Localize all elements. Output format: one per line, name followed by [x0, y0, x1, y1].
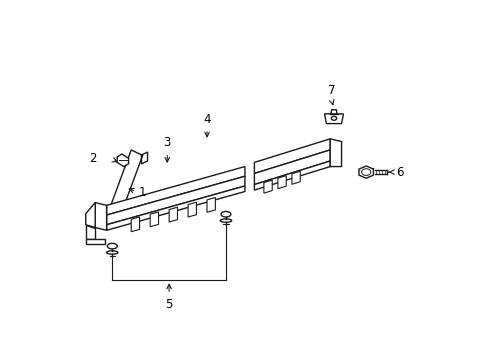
Polygon shape: [277, 176, 285, 189]
Polygon shape: [95, 203, 106, 230]
Polygon shape: [85, 239, 104, 244]
Polygon shape: [254, 150, 329, 185]
Polygon shape: [106, 167, 244, 215]
Text: 6: 6: [396, 166, 403, 179]
Polygon shape: [131, 217, 139, 232]
Polygon shape: [254, 161, 329, 190]
Polygon shape: [206, 198, 215, 212]
Polygon shape: [329, 139, 341, 167]
Text: 5: 5: [165, 298, 172, 311]
Polygon shape: [150, 212, 158, 227]
Text: 1: 1: [139, 186, 146, 199]
Text: 3: 3: [163, 136, 171, 149]
Text: 2: 2: [89, 152, 97, 165]
Polygon shape: [254, 139, 329, 174]
Text: 7: 7: [327, 84, 335, 97]
Polygon shape: [117, 154, 128, 167]
Polygon shape: [264, 180, 272, 193]
Polygon shape: [291, 171, 300, 184]
Polygon shape: [106, 176, 244, 225]
Polygon shape: [106, 186, 244, 230]
Polygon shape: [330, 110, 336, 114]
Polygon shape: [169, 207, 177, 222]
Polygon shape: [324, 114, 343, 123]
Polygon shape: [85, 225, 95, 239]
Text: 4: 4: [203, 113, 210, 126]
Polygon shape: [104, 150, 142, 228]
Polygon shape: [85, 203, 95, 228]
Polygon shape: [188, 202, 196, 217]
